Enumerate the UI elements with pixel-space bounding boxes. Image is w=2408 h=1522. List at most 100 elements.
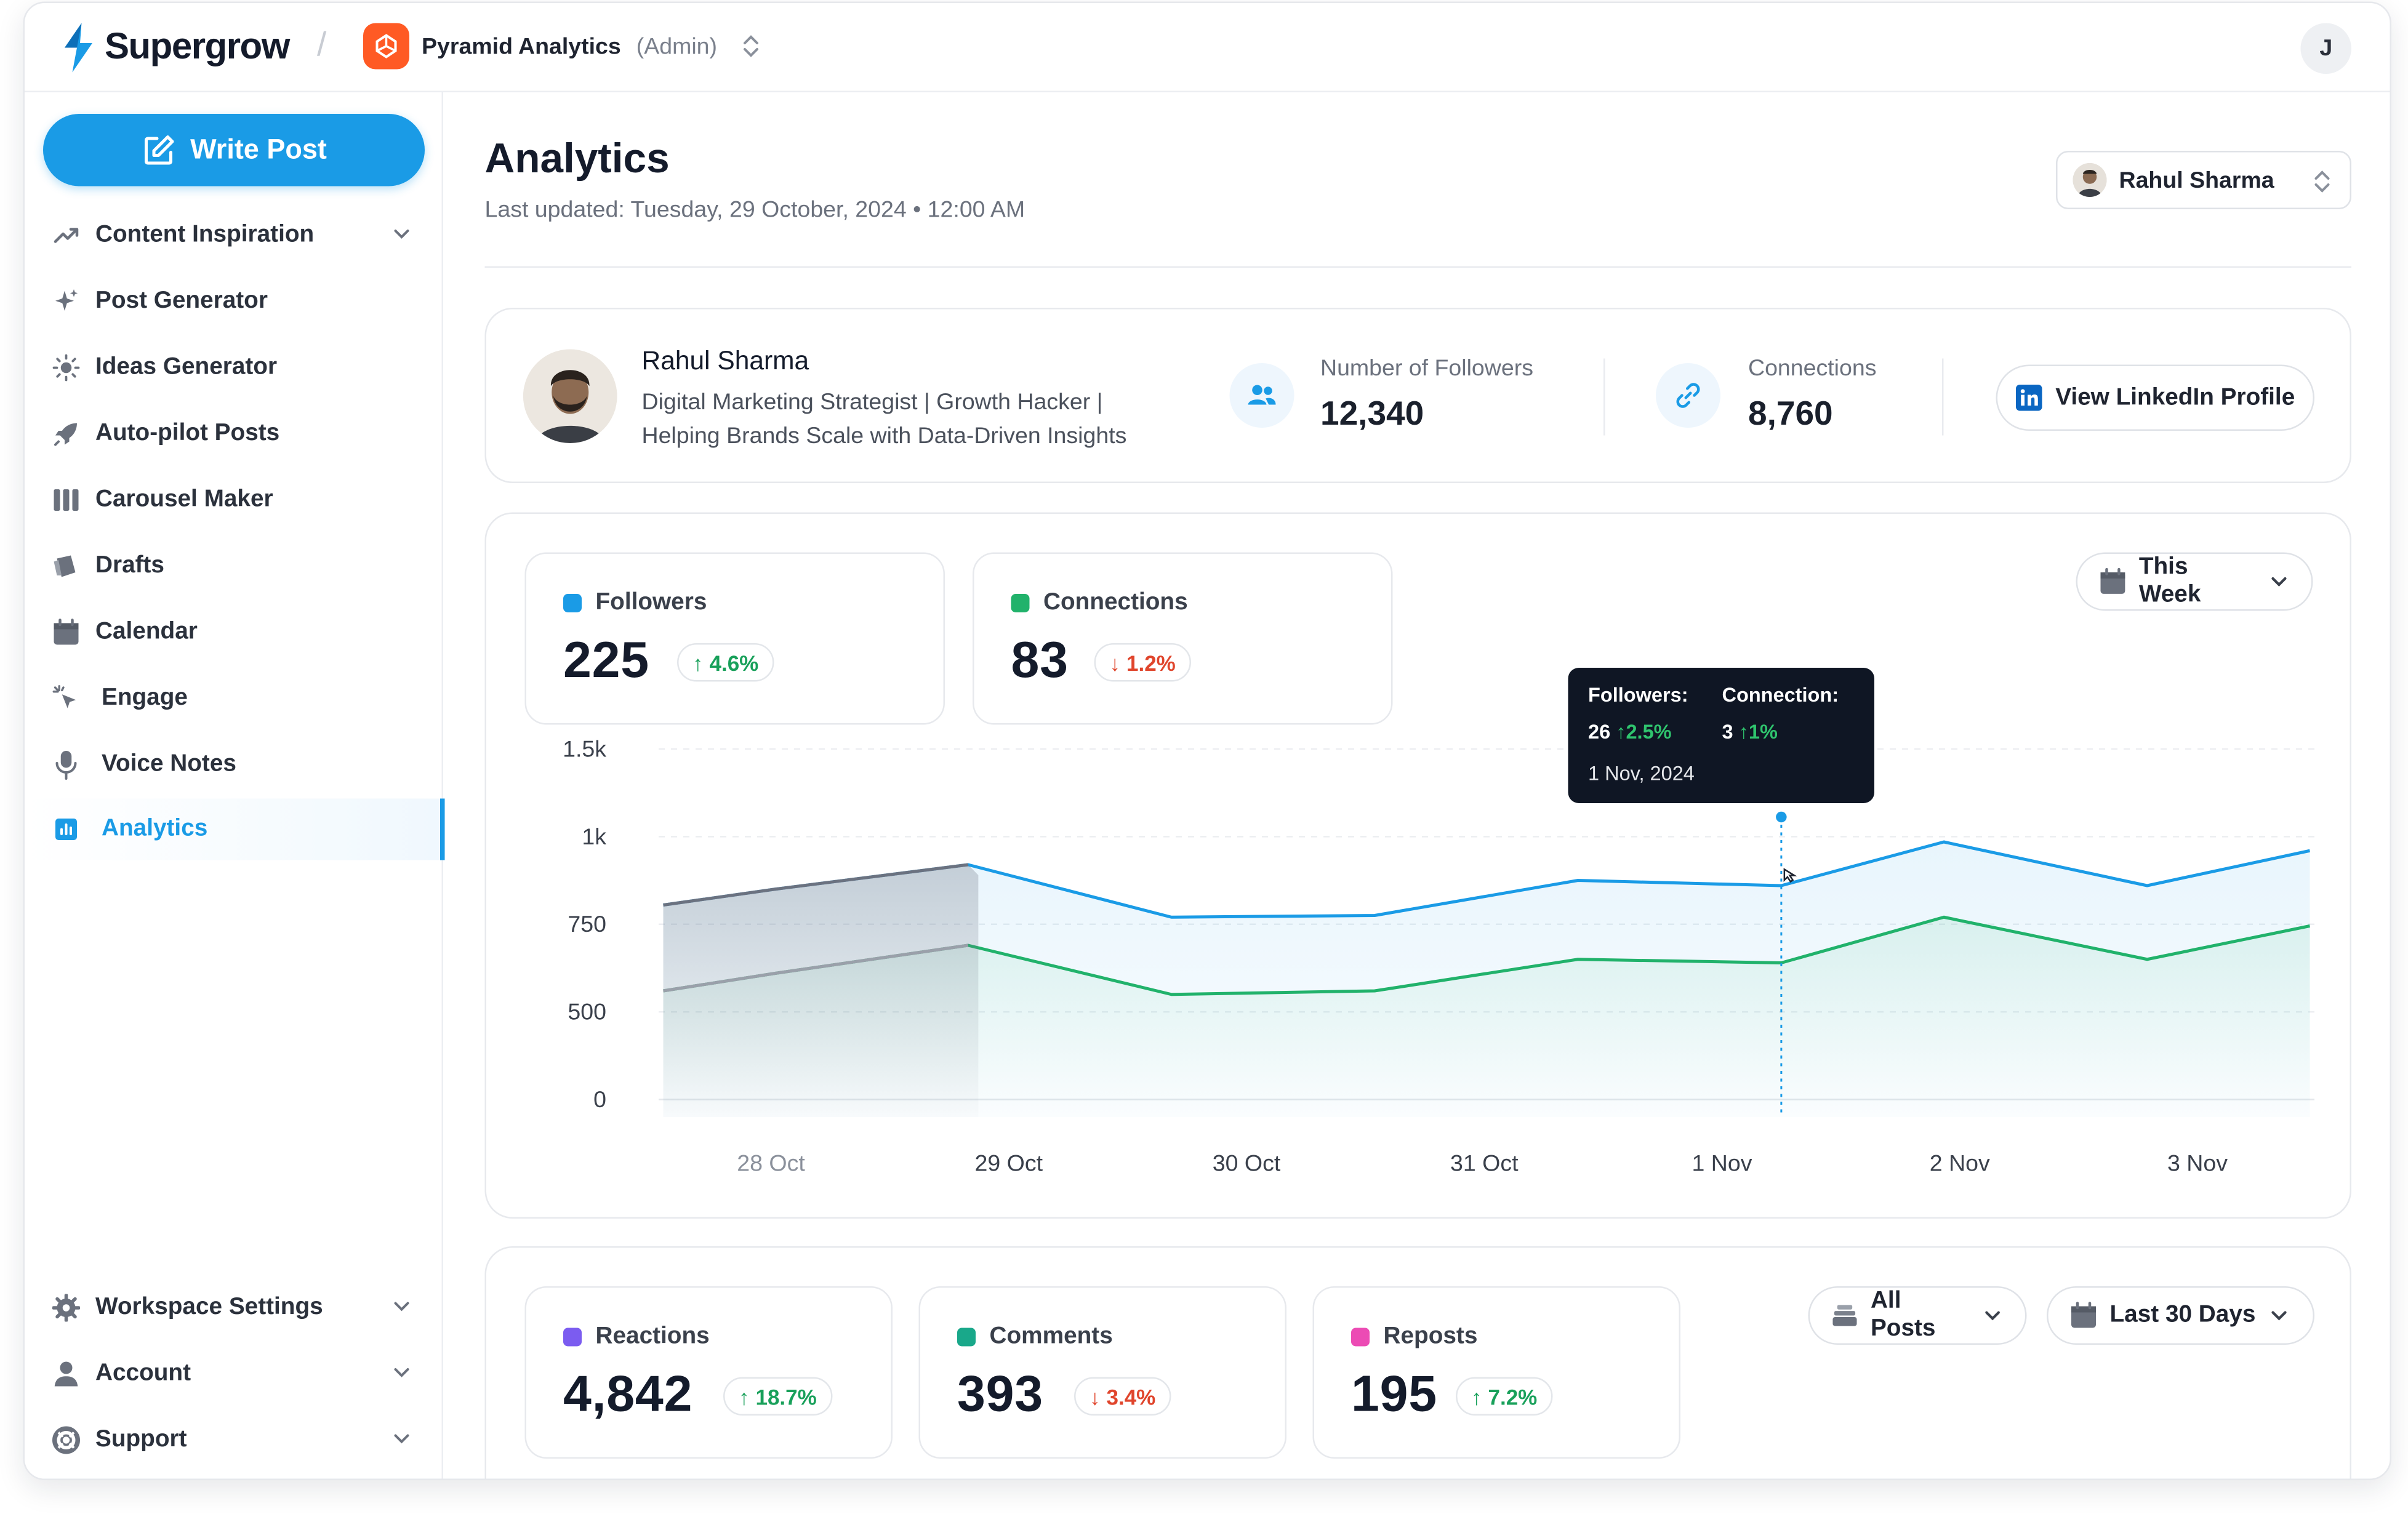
hover-point [1776, 811, 1787, 823]
breadcrumb-separator: / [317, 25, 327, 63]
arrow-up-icon: ↑ [1616, 720, 1626, 743]
tooltip-followers-count: 26 [1588, 720, 1611, 743]
metric-header: Reposts [1351, 1323, 1477, 1351]
metric-header: Followers [563, 590, 707, 617]
tooltip-connection-change: 1% [1748, 720, 1778, 743]
calendar-icon [52, 619, 80, 646]
y-tick-label: 750 [568, 911, 606, 937]
tooltip-followers-change: 2.5% [1626, 720, 1672, 743]
main-content: Analytics Last updated: Tuesday, 29 Octo… [445, 92, 2390, 1479]
tooltip-date: 1 Nov, 2024 [1588, 761, 1695, 785]
sidebar-item-voice-notes[interactable]: Voice Notes [25, 734, 443, 796]
x-tick-label: 28 Oct [737, 1150, 805, 1176]
cursor-icon [1783, 868, 1797, 883]
growth-chart-card: 1.5k 1k 750 500 0 28 Oct 29 Oct 30 Oct 31 Oct 1 N… [484, 512, 2351, 1219]
write-post-label: Write Post [190, 134, 327, 165]
sidebar-item-label: Workspace Settings [95, 1294, 323, 1321]
brand-logo[interactable]: Supergrow [62, 23, 290, 73]
legend-swatch [957, 1328, 976, 1347]
workspace-switcher[interactable]: Pyramid Analytics (Admin) [363, 23, 760, 70]
sidebar-item-label: Content Inspiration [95, 222, 315, 248]
arrow-up-icon: ↑ [692, 650, 704, 675]
change-badge: ↑ 4.6% [677, 643, 774, 682]
chevron-down-icon [394, 1302, 409, 1312]
arrow-up-icon: ↑ [1471, 1384, 1482, 1409]
divider [484, 266, 2351, 268]
comments-metric-card: Comments 393 ↓ 3.4% [918, 1286, 1286, 1459]
columns-icon [52, 486, 80, 514]
followers-label: Number of Followers [1320, 355, 1533, 382]
y-tick-label: 1.5k [563, 735, 606, 761]
sidebar-item-workspace-settings[interactable]: Workspace Settings [25, 1277, 443, 1339]
user-icon [52, 1360, 80, 1388]
change-value: 4.6% [709, 650, 759, 675]
growth-chart: 1.5k 1k 750 500 0 28 Oct 29 Oct 30 Oct 31 Oct 1 N… [563, 735, 2314, 1176]
sidebar-item-drafts[interactable]: Drafts [25, 535, 443, 597]
past-series-line [663, 863, 969, 907]
y-tick-label: 0 [593, 1086, 606, 1112]
sidebar-item-label: Drafts [95, 552, 164, 579]
sidebar-item-analytics[interactable]: Analytics [25, 798, 445, 860]
reactions-metric-card: Reactions 4,842 ↑ 18.7% [524, 1286, 893, 1459]
metric-label: Reactions [595, 1323, 710, 1350]
sidebar-item-label: Post Generator [95, 287, 268, 314]
connections-count: 8,760 [1748, 394, 1833, 433]
sidebar-item-account[interactable]: Account [25, 1344, 443, 1405]
sidebar-item-carousel-maker[interactable]: Carousel Maker [25, 470, 443, 531]
change-value: 18.7% [755, 1384, 817, 1409]
sidebar-item-support[interactable]: Support [25, 1409, 443, 1471]
linkedin-icon [2015, 385, 2042, 411]
post-filter-dropdown[interactable]: All Posts [1808, 1286, 2027, 1345]
chevron-down-icon [394, 230, 409, 239]
tooltip-followers-label: Followers: [1588, 683, 1688, 707]
x-tick-label: 30 Oct [1213, 1150, 1281, 1176]
users-icon [1229, 363, 1294, 428]
chevron-down-icon [2271, 1311, 2287, 1321]
last-updated: Last updated: Tuesday, 29 October, 2024 … [484, 197, 1025, 223]
change-value: 1.2% [1126, 650, 1176, 675]
connections-metric-card: Connections 83 ↓ 1.2% [973, 552, 1393, 725]
sidebar-item-auto-pilot-posts[interactable]: Auto-pilot Posts [25, 403, 443, 465]
metric-header: Comments [957, 1323, 1113, 1351]
selector-icon [744, 35, 759, 57]
sidebar-item-engage[interactable]: Engage [25, 668, 443, 729]
stack-icon [1832, 1305, 1857, 1326]
divider [1603, 358, 1605, 436]
view-linkedin-profile-button[interactable]: View LinkedIn Profile [1996, 364, 2314, 431]
selector-icon [2314, 170, 2330, 193]
user-avatar[interactable]: J [2300, 23, 2351, 74]
sidebar-item-label: Calendar [95, 619, 198, 645]
workspace-name: Pyramid Analytics [422, 33, 621, 60]
metric-value: 225 [563, 631, 649, 688]
tooltip-connection-label: Connection: [1722, 683, 1839, 707]
change-value: 7.2% [1488, 1384, 1538, 1409]
profile-card: Rahul Sharma Digital Marketing Strategis… [484, 308, 2351, 483]
view-linkedin-profile-label: View LinkedIn Profile [2055, 383, 2295, 411]
sidebar-item-post-generator[interactable]: Post Generator [25, 271, 443, 332]
sidebar: Write Post Content Inspiration Post Gene… [25, 92, 445, 1479]
connections-label: Connections [1748, 355, 1877, 382]
followers-count: 12,340 [1320, 394, 1424, 433]
series-area [663, 917, 2310, 1117]
x-tick-label: 29 Oct [975, 1150, 1043, 1176]
tooltip-followers-value: 26 ↑2.5% [1588, 720, 1672, 743]
arrow-up-icon: ↑ [1738, 720, 1749, 743]
x-tick-label: 31 Oct [1450, 1150, 1519, 1176]
top-bar: Supergrow / Pyramid Analytics (Admin) J [25, 3, 2390, 92]
metric-value: 393 [957, 1364, 1043, 1422]
change-badge: ↑ 18.7% [723, 1377, 832, 1416]
sidebar-item-content-inspiration[interactable]: Content Inspiration [25, 205, 443, 266]
sidebar-item-ideas-generator[interactable]: Ideas Generator [25, 337, 443, 399]
arrow-down-icon: ↓ [1109, 650, 1121, 675]
sidebar-item-calendar[interactable]: Calendar [25, 602, 443, 663]
profile-selector[interactable]: Rahul Sharma [2056, 151, 2351, 209]
arrow-down-icon: ↓ [1090, 1384, 1101, 1409]
period-dropdown[interactable]: This Week [2076, 552, 2313, 611]
write-post-button[interactable]: Write Post [43, 114, 425, 186]
legend-swatch [563, 1328, 582, 1347]
date-range-dropdown[interactable]: Last 30 Days [2047, 1286, 2314, 1345]
legend-swatch [1351, 1328, 1370, 1347]
profile-selector-label: Rahul Sharma [2119, 167, 2274, 193]
metric-label: Reposts [1383, 1323, 1478, 1350]
bar-chart-icon [52, 815, 80, 843]
